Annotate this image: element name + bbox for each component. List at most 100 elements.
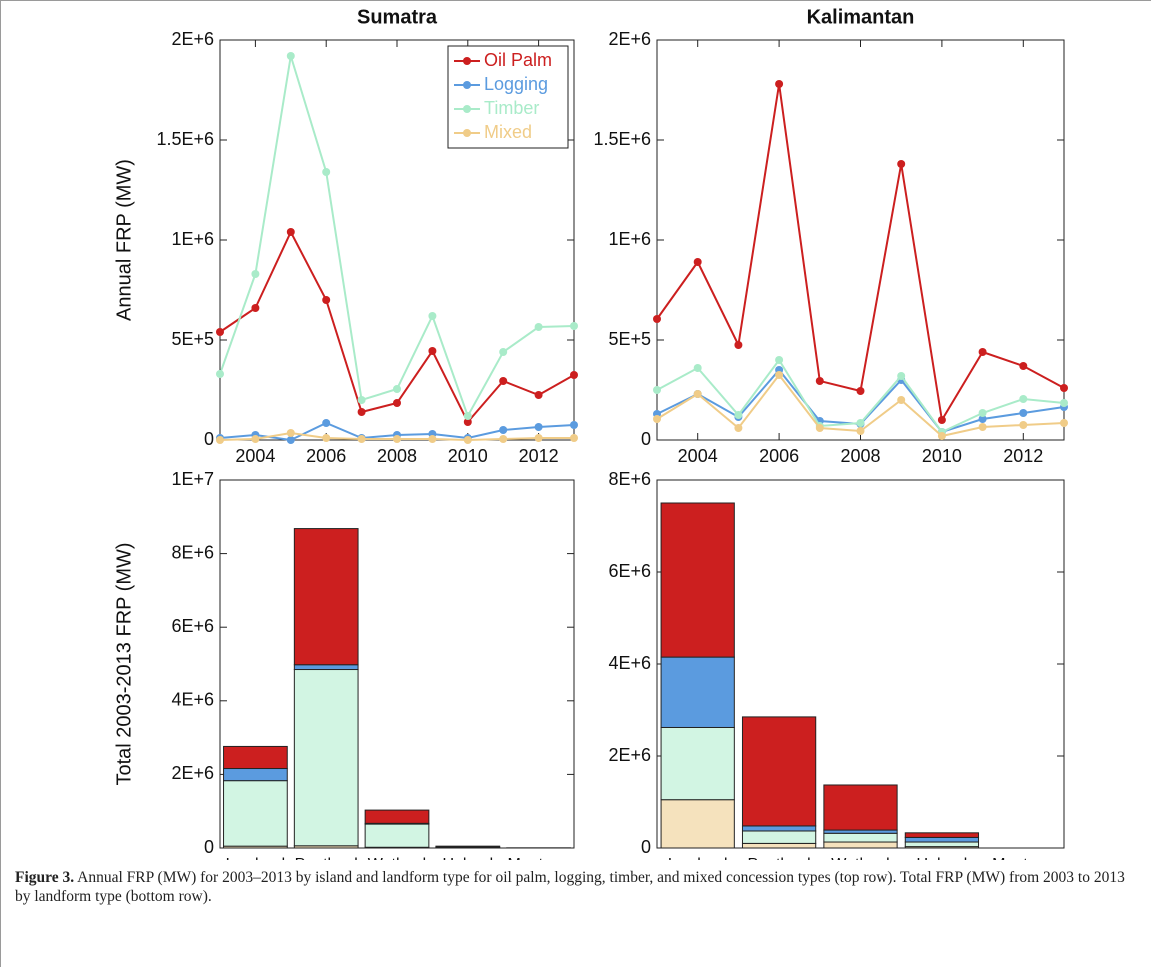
caption-text: Annual FRP (MW) for 2003–2013 by island … [15, 869, 1125, 905]
bar-segment [223, 745, 288, 770]
x-tick-label: Lowland [668, 856, 728, 860]
bar-segment [364, 809, 430, 824]
chart-title: Kalimantan [807, 6, 915, 28]
data-point [216, 436, 224, 444]
data-point [1060, 399, 1068, 407]
data-point [1019, 421, 1028, 429]
data-point [693, 258, 702, 266]
data-point [286, 228, 295, 236]
y-tick-label: 4E+6 [171, 690, 214, 710]
data-point [499, 435, 508, 443]
y-tick-label: 1E+6 [608, 229, 651, 249]
bar-segment [293, 669, 359, 847]
x-tick-label: 2010 [922, 446, 962, 466]
x-tick-label: Wetland [831, 856, 889, 860]
data-point [463, 436, 472, 444]
legend-label: Mixed [484, 122, 532, 142]
bar-segment [904, 836, 980, 843]
data-point [286, 52, 295, 60]
data-point [216, 328, 224, 336]
y-axis-label: Total 2003-2013 FRP (MW) [113, 542, 135, 785]
caption-label: Figure 3. [15, 869, 75, 886]
y-tick-label: 6E+6 [608, 561, 651, 581]
data-point [897, 396, 906, 404]
bar-segment [223, 768, 288, 782]
y-tick-label: 0 [204, 837, 214, 857]
data-point [1019, 362, 1028, 370]
data-point [357, 396, 366, 404]
data-point [463, 412, 472, 420]
data-point [734, 424, 743, 432]
bar-segment [364, 823, 430, 848]
data-point [286, 436, 295, 444]
data-point [978, 415, 987, 423]
bar-segment [741, 842, 817, 849]
data-point [251, 270, 260, 278]
bar-segment [823, 832, 898, 843]
data-point [393, 399, 401, 407]
data-point [978, 423, 987, 431]
legend-marker [463, 81, 471, 89]
x-tick-label: 2006 [306, 446, 346, 466]
data-point [775, 371, 784, 379]
data-point [499, 377, 508, 385]
x-tick-label: Lowland [226, 856, 286, 860]
x-tick-label: 2004 [678, 446, 718, 466]
bar-segment [741, 830, 817, 844]
y-tick-label: 2E+6 [171, 29, 214, 49]
data-point [897, 160, 906, 168]
x-tick-label: Montane [507, 856, 569, 860]
y-tick-label: 2E+6 [608, 745, 651, 765]
data-point [856, 419, 865, 427]
data-point [499, 348, 508, 356]
x-tick-label: 2008 [840, 446, 880, 466]
series-line [656, 83, 1065, 423]
bar-segment [741, 716, 817, 827]
data-point [775, 80, 784, 88]
data-point [570, 322, 578, 330]
bar-segment [293, 528, 359, 666]
y-tick-label: 1.5E+6 [156, 129, 214, 149]
data-point [216, 370, 224, 378]
legend-label: Oil Palm [484, 50, 552, 70]
x-tick-label: Wetland [368, 856, 426, 860]
x-tick-label: Peatland [748, 856, 811, 860]
bar-segment [904, 841, 980, 848]
chart-title: Sumatra [357, 6, 438, 28]
data-point [775, 356, 784, 364]
data-point [570, 434, 578, 442]
bar-segment [660, 502, 735, 658]
data-point [322, 434, 331, 442]
data-point [393, 385, 401, 393]
x-tick-label: 2010 [448, 446, 488, 466]
bar-segment [660, 726, 735, 801]
y-tick-label: 0 [641, 837, 651, 857]
data-point [534, 323, 543, 331]
bar-segment [660, 656, 735, 728]
figure: Sumatra Annual FRP (MW) 0 5E+5 1E+6 1.5E+6 2E+… [113, 6, 1068, 860]
data-point [499, 426, 508, 434]
data-point [734, 411, 743, 419]
caption: Figure 3. Annual FRP (MW) for 2003–2013 … [15, 868, 1125, 906]
y-tick-label: 5E+5 [608, 329, 651, 349]
bar-segment [904, 832, 980, 838]
data-point [286, 429, 295, 437]
bar-segment [741, 825, 817, 832]
y-tick-label: 8E+6 [608, 469, 651, 489]
data-point [937, 416, 946, 424]
y-tick-label: 6E+6 [171, 616, 214, 636]
data-point [322, 296, 331, 304]
y-axis-label: Annual FRP (MW) [113, 159, 135, 321]
series-line [219, 229, 575, 424]
data-point [897, 372, 906, 380]
data-point [653, 415, 661, 423]
data-point [322, 168, 331, 176]
data-point [978, 348, 987, 356]
data-point [393, 435, 401, 443]
x-tick-label: Montane [992, 856, 1054, 860]
data-point [856, 427, 865, 435]
data-point [357, 408, 366, 416]
y-tick-label: 5E+5 [171, 329, 214, 349]
